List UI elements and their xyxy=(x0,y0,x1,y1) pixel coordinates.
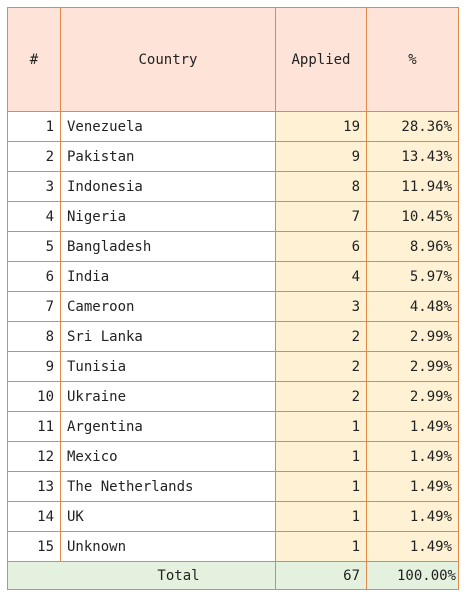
row-rank: 9 xyxy=(7,351,61,382)
table-row: 4 Nigeria 7 10.45% xyxy=(7,201,459,232)
row-country: The Netherlands xyxy=(60,471,276,502)
row-percent: 1.49% xyxy=(366,441,459,472)
row-percent: 11.94% xyxy=(366,171,459,202)
total-row: Total 67 100.00% xyxy=(7,561,459,590)
row-percent: 28.36% xyxy=(366,111,459,142)
row-applied: 2 xyxy=(275,351,367,382)
row-rank: 6 xyxy=(7,261,61,292)
row-country: Indonesia xyxy=(60,171,276,202)
row-country: Bangladesh xyxy=(60,231,276,262)
row-rank: 10 xyxy=(7,381,61,412)
table-row: 7 Cameroon 3 4.48% xyxy=(7,291,459,322)
table-row: 5 Bangladesh 6 8.96% xyxy=(7,231,459,262)
table-row: 14 UK 1 1.49% xyxy=(7,501,459,532)
row-percent: 2.99% xyxy=(366,321,459,352)
row-percent: 10.45% xyxy=(366,201,459,232)
row-rank: 13 xyxy=(7,471,61,502)
row-percent: 1.49% xyxy=(366,531,459,562)
row-country: Unknown xyxy=(60,531,276,562)
row-applied: 19 xyxy=(275,111,367,142)
row-percent: 1.49% xyxy=(366,471,459,502)
row-percent: 2.99% xyxy=(366,381,459,412)
header-row: # Country Applied % xyxy=(7,7,459,112)
row-rank: 12 xyxy=(7,441,61,472)
row-rank: 7 xyxy=(7,291,61,322)
row-rank: 1 xyxy=(7,111,61,142)
row-country: Sri Lanka xyxy=(60,321,276,352)
row-applied: 1 xyxy=(275,471,367,502)
row-rank: 11 xyxy=(7,411,61,442)
row-percent: 2.99% xyxy=(366,351,459,382)
row-applied: 1 xyxy=(275,531,367,562)
applications-by-country-table: # Country Applied % 1 Venezuela 19 28.36% 2 P… xyxy=(7,7,459,590)
table-row: 12 Mexico 1 1.49% xyxy=(7,441,459,472)
row-percent: 13.43% xyxy=(366,141,459,172)
row-country: UK xyxy=(60,501,276,532)
row-applied: 7 xyxy=(275,201,367,232)
row-country: India xyxy=(60,261,276,292)
row-country: Tunisia xyxy=(60,351,276,382)
row-rank: 5 xyxy=(7,231,61,262)
header-applied: Applied xyxy=(275,7,367,112)
row-rank: 3 xyxy=(7,171,61,202)
table-row: 11 Argentina 1 1.49% xyxy=(7,411,459,442)
header-percent: % xyxy=(366,7,459,112)
header-rank: # xyxy=(7,7,61,112)
row-country: Nigeria xyxy=(60,201,276,232)
row-applied: 4 xyxy=(275,261,367,292)
row-percent: 1.49% xyxy=(366,501,459,532)
table-row: 10 Ukraine 2 2.99% xyxy=(7,381,459,412)
table-row: 6 India 4 5.97% xyxy=(7,261,459,292)
row-applied: 6 xyxy=(275,231,367,262)
row-country: Pakistan xyxy=(60,141,276,172)
row-country: Argentina xyxy=(60,411,276,442)
row-percent: 5.97% xyxy=(366,261,459,292)
row-applied: 2 xyxy=(275,321,367,352)
row-applied: 8 xyxy=(275,171,367,202)
row-rank: 8 xyxy=(7,321,61,352)
row-applied: 1 xyxy=(275,501,367,532)
row-percent: 4.48% xyxy=(366,291,459,322)
table-row: 3 Indonesia 8 11.94% xyxy=(7,171,459,202)
row-country: Cameroon xyxy=(60,291,276,322)
row-applied: 3 xyxy=(275,291,367,322)
header-country: Country xyxy=(60,7,276,112)
row-percent: 1.49% xyxy=(366,411,459,442)
table-row: 13 The Netherlands 1 1.49% xyxy=(7,471,459,502)
table-body: 1 Venezuela 19 28.36% 2 Pakistan 9 13.43% 3 Indon… xyxy=(7,111,459,562)
row-applied: 1 xyxy=(275,441,367,472)
total-applied: 67 xyxy=(275,561,367,590)
row-applied: 2 xyxy=(275,381,367,412)
table-row: 8 Sri Lanka 2 2.99% xyxy=(7,321,459,352)
row-percent: 8.96% xyxy=(366,231,459,262)
table-row: 2 Pakistan 9 13.43% xyxy=(7,141,459,172)
row-applied: 9 xyxy=(275,141,367,172)
row-rank: 4 xyxy=(7,201,61,232)
total-label: Total xyxy=(7,561,276,590)
table-row: 1 Venezuela 19 28.36% xyxy=(7,111,459,142)
row-country: Venezuela xyxy=(60,111,276,142)
total-percent: 100.00% xyxy=(366,561,459,590)
table-row: 9 Tunisia 2 2.99% xyxy=(7,351,459,382)
row-country: Mexico xyxy=(60,441,276,472)
row-rank: 2 xyxy=(7,141,61,172)
row-applied: 1 xyxy=(275,411,367,442)
row-rank: 14 xyxy=(7,501,61,532)
table-row: 15 Unknown 1 1.49% xyxy=(7,531,459,562)
row-country: Ukraine xyxy=(60,381,276,412)
row-rank: 15 xyxy=(7,531,61,562)
